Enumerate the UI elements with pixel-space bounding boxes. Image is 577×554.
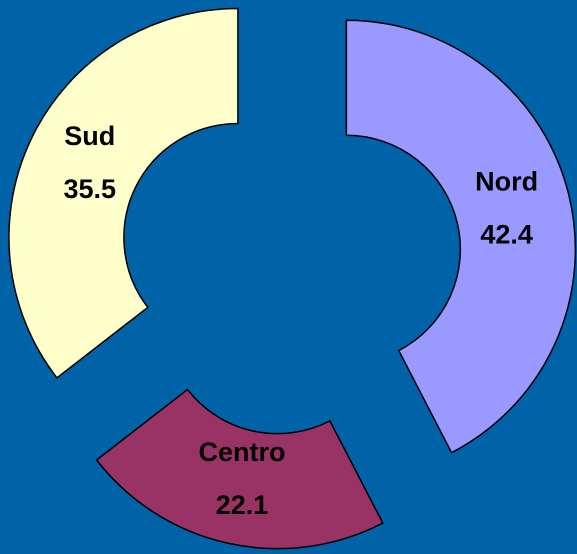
slice-value: 42.4 <box>480 219 533 249</box>
slice-label: Centro <box>199 437 286 467</box>
slice <box>95 388 384 550</box>
slice-value: 22.1 <box>216 490 269 520</box>
slice <box>8 7 239 379</box>
slice-label: Sud <box>64 121 115 151</box>
slice <box>345 19 577 454</box>
slice-label: Nord <box>475 166 538 196</box>
slice-value: 35.5 <box>63 174 116 204</box>
